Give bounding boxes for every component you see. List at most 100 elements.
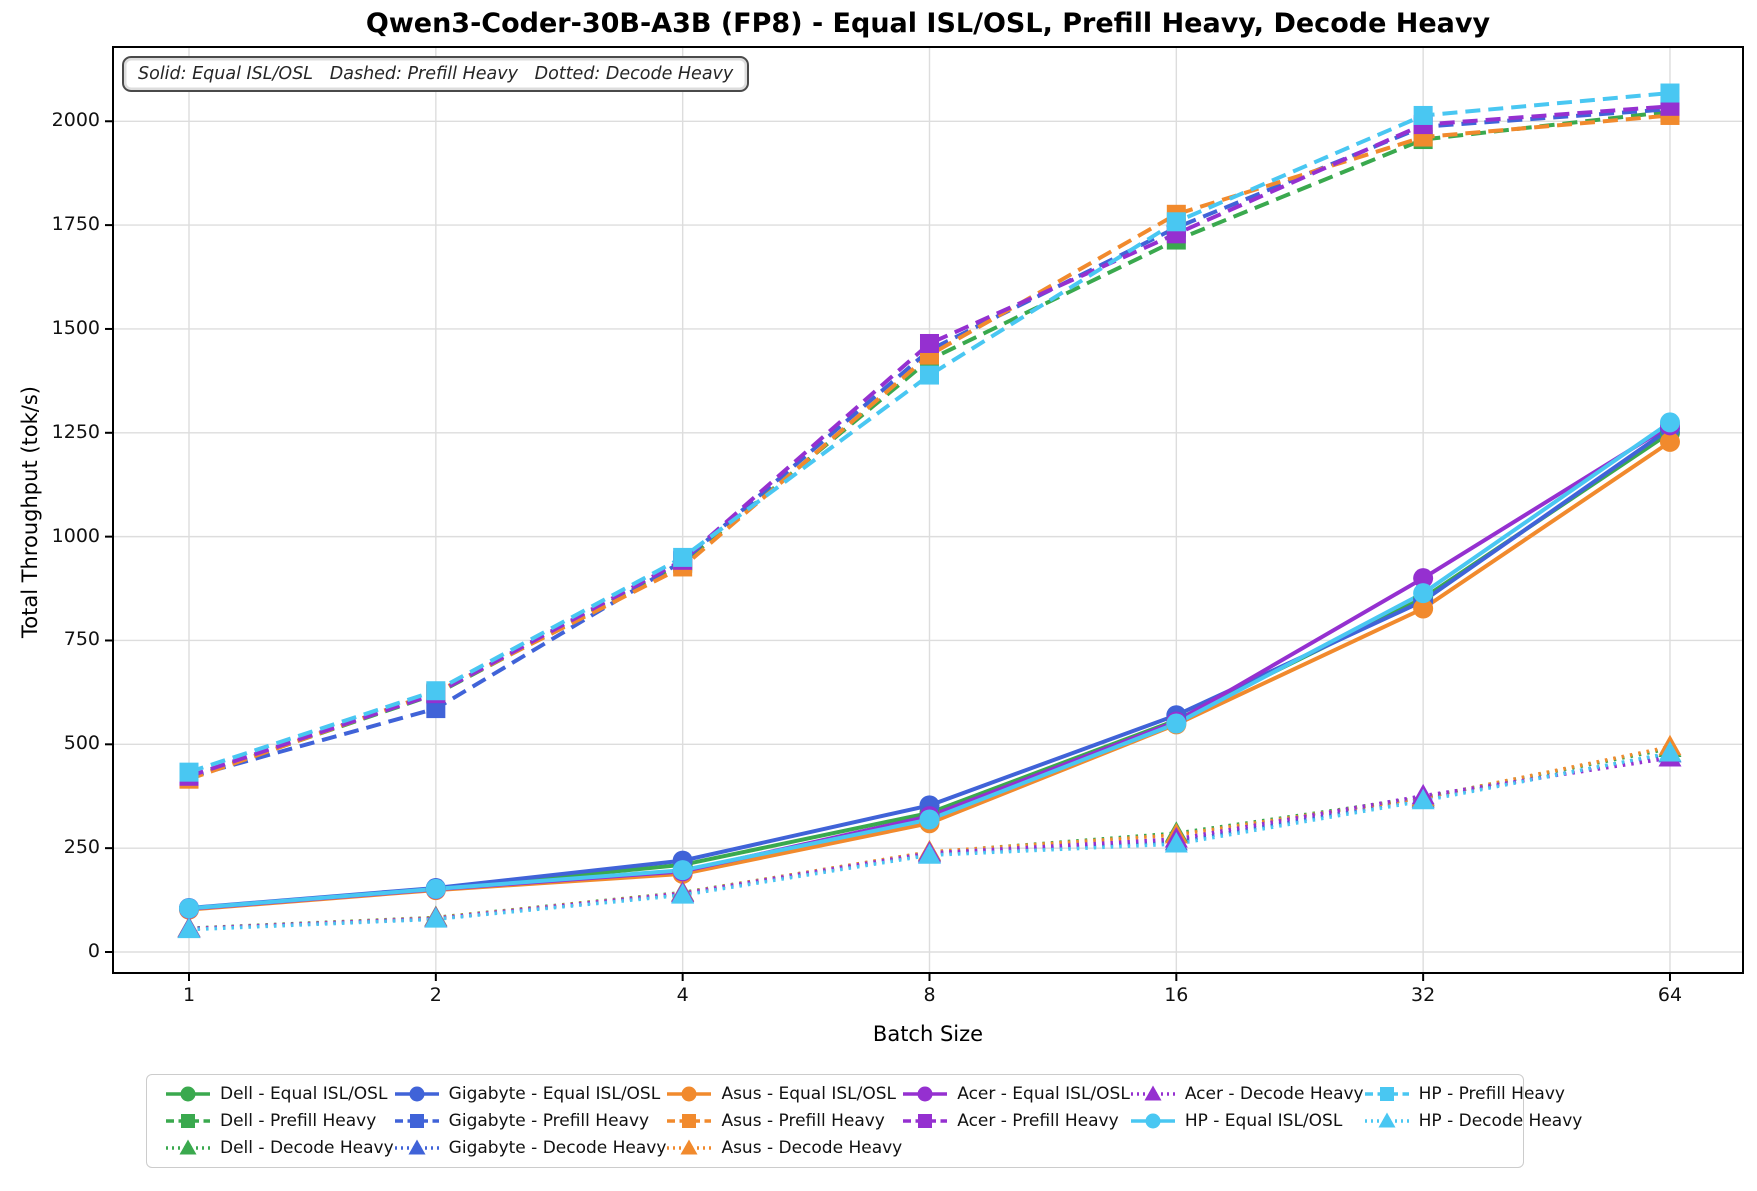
legend-item: Dell - Decode Heavy	[165, 1138, 394, 1158]
legend-item: Gigabyte - Equal ISL/OSL	[394, 1084, 667, 1104]
y-tick-label: 500	[63, 732, 100, 755]
data-point-circle	[1659, 412, 1680, 433]
legend-item: Acer - Decode Heavy	[1130, 1084, 1364, 1104]
data-point-circle	[425, 878, 446, 899]
y-tick-label: 1750	[51, 213, 100, 236]
legend-item: HP - Equal ISL/OSL	[1130, 1111, 1364, 1131]
chart-title: Qwen3-Coder-30B-A3B (FP8) - Equal ISL/OS…	[365, 8, 1491, 39]
legend-item: Acer - Equal ISL/OSL	[902, 1084, 1130, 1104]
circle-legend-marker-icon	[166, 1086, 210, 1102]
legend-item: Acer - Prefill Heavy	[902, 1111, 1130, 1131]
legend-column: Gigabyte - Equal ISL/OSL Gigabyte - Prefi…	[394, 1084, 667, 1158]
legend-item-label: Gigabyte - Prefill Heavy	[448, 1111, 650, 1131]
line-style-annotation: Solid: Equal ISL/OSL Dashed: Prefill Hea…	[122, 56, 750, 92]
triangle-legend-marker-icon	[1364, 1112, 1409, 1128]
data-point-square	[1660, 83, 1680, 103]
legend-item-label: Acer - Prefill Heavy	[957, 1111, 1119, 1131]
y-tick-label: 1250	[51, 420, 100, 443]
data-point-square	[426, 681, 446, 701]
square-legend-marker-icon	[1364, 1087, 1409, 1101]
data-point-triangle	[177, 917, 201, 939]
square-legend-marker-icon	[903, 1114, 948, 1128]
x-tick-label: 16	[1164, 984, 1189, 1006]
legend-column: Acer - Equal ISL/OSL Acer - Prefill Heavy	[902, 1084, 1130, 1131]
triangle-legend-marker-icon	[166, 1139, 210, 1155]
legend-item-label: Dell - Equal ISL/OSL	[220, 1084, 388, 1104]
legend-item: Dell - Equal ISL/OSL	[165, 1084, 394, 1104]
triangle-legend-marker-icon	[667, 1139, 712, 1155]
x-axis-label: Batch Size	[872, 1022, 984, 1046]
y-tick-label: 750	[63, 628, 100, 651]
y-axis-label: Total Throughput (tok/s)	[18, 385, 42, 639]
data-point-circle	[1659, 431, 1680, 452]
y-tick-label: 0	[87, 940, 100, 962]
data-point-square	[426, 699, 446, 719]
y-tick-label: 2000	[51, 109, 100, 132]
data-point-square	[673, 547, 693, 567]
legend-item: Asus - Prefill Heavy	[666, 1111, 902, 1131]
x-tick-label: 32	[1411, 984, 1436, 1006]
legend-item-label: Asus - Decode Heavy	[721, 1138, 903, 1158]
data-point-circle	[672, 860, 693, 881]
data-point-square	[1413, 105, 1433, 125]
data-point-square	[179, 762, 199, 782]
legend-item: HP - Prefill Heavy	[1364, 1084, 1583, 1104]
legend-item-label: Dell - Decode Heavy	[220, 1138, 394, 1158]
data-point-triangle	[1411, 788, 1435, 810]
triangle-legend-marker-icon	[1130, 1085, 1175, 1101]
y-tick-label: 1000	[51, 524, 100, 547]
data-point-circle	[1413, 583, 1434, 604]
legend-column: HP - Prefill Heavy HP - Decode Heavy	[1364, 1084, 1583, 1131]
legend-item-label: Acer - Equal ISL/OSL	[957, 1084, 1130, 1104]
circle-legend-marker-icon	[1130, 1113, 1175, 1129]
legend-item-label: Asus - Equal ISL/OSL	[721, 1084, 896, 1104]
legend-item-label: Acer - Decode Heavy	[1184, 1084, 1364, 1104]
data-point-square	[919, 365, 939, 385]
legend-item: Gigabyte - Prefill Heavy	[394, 1111, 667, 1131]
y-tick-label: 1500	[51, 316, 100, 339]
data-point-triangle	[917, 843, 941, 864]
legend-item-label: HP - Prefill Heavy	[1418, 1084, 1565, 1104]
legend-item-label: HP - Decode Heavy	[1418, 1111, 1583, 1131]
legend-item-label: HP - Equal ISL/OSL	[1184, 1111, 1343, 1131]
data-point-circle	[1413, 568, 1434, 589]
x-tick-label: 4	[676, 984, 689, 1006]
triangle-legend-marker-icon	[394, 1139, 439, 1155]
circle-legend-marker-icon	[667, 1086, 712, 1102]
legend-item-label: Asus - Prefill Heavy	[721, 1111, 885, 1131]
circle-legend-marker-icon	[903, 1086, 948, 1102]
data-point-circle	[919, 809, 940, 830]
legend-item: HP - Decode Heavy	[1364, 1111, 1583, 1131]
square-legend-marker-icon	[166, 1114, 210, 1128]
x-tick-label: 64	[1657, 984, 1683, 1006]
legend-item: Asus - Decode Heavy	[666, 1138, 902, 1158]
legend-item-label: Gigabyte - Decode Heavy	[448, 1138, 667, 1158]
square-legend-marker-icon	[667, 1114, 712, 1128]
legend-item: Asus - Equal ISL/OSL	[666, 1084, 902, 1104]
legend-item-label: Gigabyte - Equal ISL/OSL	[448, 1084, 661, 1104]
legend-column: Acer - Decode Heavy HP - Equal ISL/OSL	[1130, 1084, 1364, 1131]
data-point-circle	[179, 898, 199, 919]
data-point-circle	[1413, 598, 1434, 619]
y-tick-label: 250	[63, 836, 100, 859]
legend-column: Asus - Equal ISL/OSL Asus - Prefill Heavy…	[666, 1084, 902, 1158]
legend-item: Dell - Prefill Heavy	[165, 1111, 394, 1131]
circle-legend-marker-icon	[394, 1086, 439, 1102]
legend-item-label: Dell - Prefill Heavy	[220, 1111, 377, 1131]
plot-border	[112, 46, 1744, 974]
data-point-circle	[1166, 713, 1187, 734]
x-tick-label: 2	[429, 984, 442, 1006]
data-point-triangle	[1164, 832, 1188, 853]
x-tick-label: 1	[182, 984, 196, 1006]
data-point-square	[919, 333, 939, 353]
square-legend-marker-icon	[394, 1114, 439, 1128]
legend-column: Dell - Equal ISL/OSL Dell - Prefill Heavy…	[165, 1084, 394, 1158]
legend: Dell - Equal ISL/OSL Dell - Prefill Heavy…	[146, 1074, 1582, 1168]
data-point-square	[1166, 212, 1186, 232]
data-point-triangle	[671, 883, 695, 904]
legend-item: Gigabyte - Decode Heavy	[394, 1138, 667, 1158]
x-tick-label: 8	[923, 984, 936, 1006]
data-point-triangle	[1658, 741, 1682, 762]
